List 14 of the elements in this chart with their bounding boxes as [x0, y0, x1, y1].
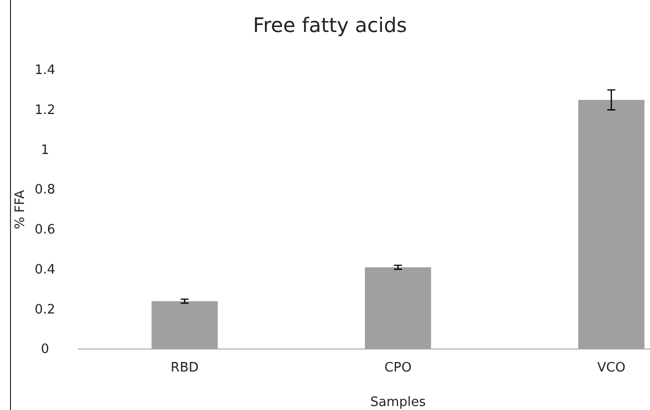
y-tick-label: 0.4 — [34, 262, 56, 278]
y-tick-label: 0 — [40, 342, 50, 358]
x-tick-label: VCO — [597, 360, 626, 376]
y-tick-label: 0.2 — [34, 302, 56, 318]
x-axis-title: Samples — [370, 395, 426, 410]
y-tick-label: 0.6 — [34, 222, 56, 238]
x-tick-label: RBD — [170, 360, 199, 376]
y-tick-label: 1 — [40, 142, 50, 158]
y-tick-label: 1.4 — [34, 63, 56, 78]
y-tick-label: 1.2 — [34, 103, 56, 118]
y-axis-title: % FFA — [13, 190, 28, 230]
x-tick-label: CPO — [384, 360, 412, 376]
chart-title: Free fatty acids — [253, 13, 407, 37]
y-tick-label: 0.8 — [34, 182, 56, 198]
